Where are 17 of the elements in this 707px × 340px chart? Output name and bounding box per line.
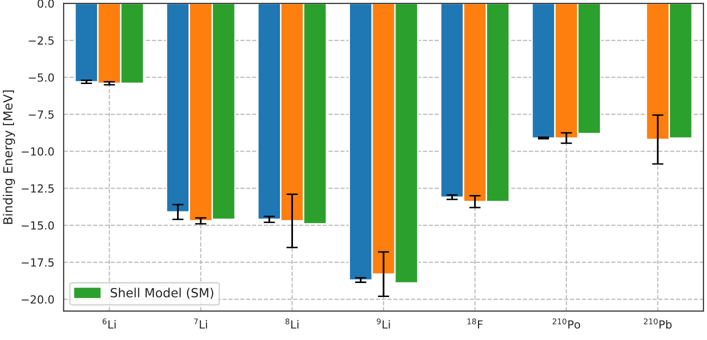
y-tick-label: −10.0 (22, 147, 54, 156)
y-tick-label: −12.5 (22, 184, 54, 193)
x-tick-label: $^{7}$Li (194, 318, 207, 328)
y-tick-label: −20.0 (22, 295, 54, 304)
legend-label: Shell Model (SM) (110, 288, 214, 299)
x-tick-label: $^{18}$F (468, 318, 483, 328)
y-tick-label: −15.0 (22, 221, 54, 230)
y-tick-label: −17.5 (22, 258, 54, 267)
x-tick-label: $^{8}$Li (285, 318, 298, 328)
x-tick-label: $^{210}$Pb (644, 318, 672, 329)
y-tick-label: −5.0 (28, 73, 54, 82)
y-tick-label: −7.5 (28, 110, 54, 119)
x-tick-label: $^{210}$Po (552, 318, 580, 329)
x-tick-label: $^{6}$Li (102, 318, 116, 328)
x-tick-label: $^{9}$Li (376, 318, 390, 328)
y-axis-title: Binding Energy [MeV] (2, 90, 15, 224)
y-tick-label: −2.5 (28, 36, 54, 45)
